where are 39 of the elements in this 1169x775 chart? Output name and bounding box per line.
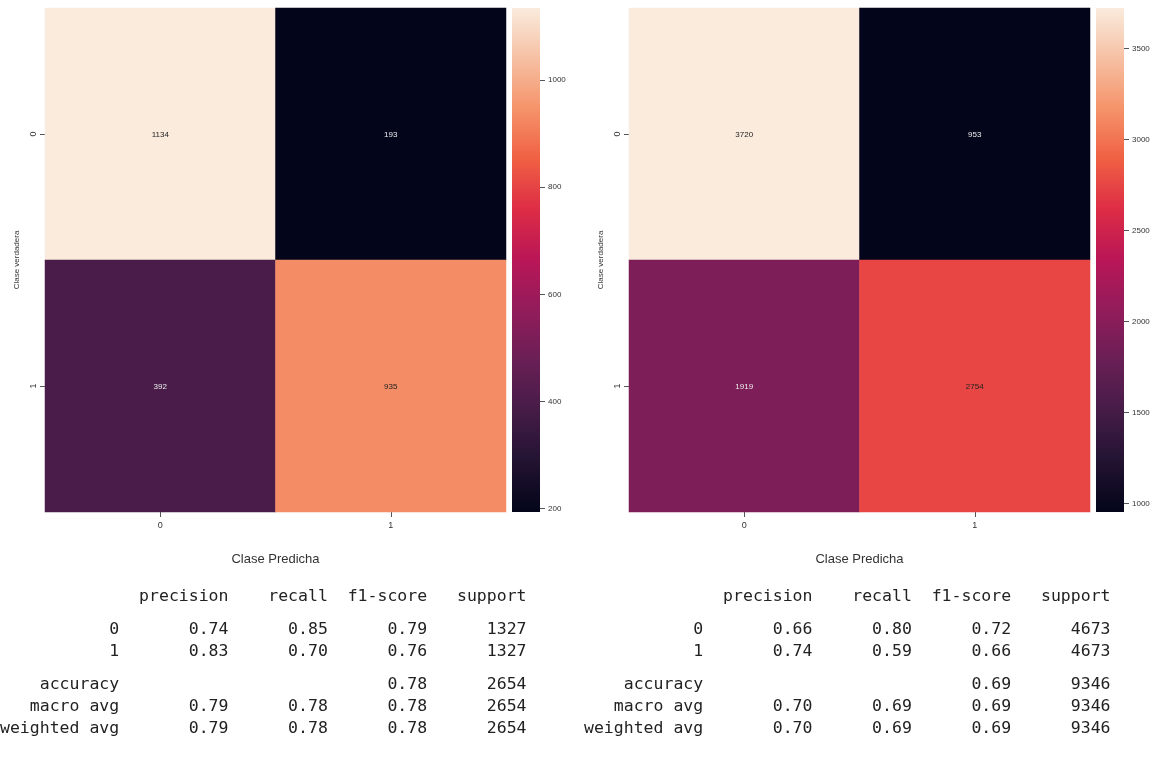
color-bar-label: 200 <box>548 503 562 513</box>
color-bar-label: 1000 <box>548 75 567 85</box>
text: macro avg 0.79 0.78 0.78 2654 <box>28 695 528 717</box>
text: 1 0.74 0.59 0.66 4673 <box>692 640 1112 662</box>
text: 0 0.66 0.80 0.72 4673 <box>692 618 1112 640</box>
text: weighted avg 0.79 0.78 0.78 2654 <box>0 717 528 739</box>
data-label: 1134 <box>151 129 170 139</box>
color-bar-label: 3500 <box>1132 43 1151 53</box>
x-tick-label: 0 <box>741 519 747 530</box>
text: precision recall f1-score support <box>138 585 528 607</box>
x-tick-label: 1 <box>972 519 978 530</box>
text: precision recall f1-score support <box>722 585 1112 607</box>
data-label: 1919 <box>735 381 754 391</box>
x-axis-title: Clase Predicha <box>231 551 321 566</box>
y-axis-title: Clase verdadera <box>11 230 21 290</box>
data-label: 392 <box>153 381 168 391</box>
x-tick-label: 1 <box>388 519 394 530</box>
color-bar-label: 1000 <box>1132 498 1151 508</box>
text: 1 0.83 0.70 0.76 1327 <box>108 640 528 662</box>
x-axis-title: Clase Predicha <box>815 551 905 566</box>
color-bar-label: 1500 <box>1132 407 1151 417</box>
data-label: 2754 <box>965 381 985 391</box>
color-bar-label: 800 <box>548 182 562 192</box>
color-bar-label: 400 <box>548 396 562 406</box>
data-label: 193 <box>384 129 398 139</box>
x-tick-label: 0 <box>157 519 163 530</box>
data-label: 3720 <box>735 129 754 139</box>
text: accuracy 0.78 2654 <box>38 673 528 695</box>
data-label: 935 <box>384 381 398 391</box>
color-bar-label: 2500 <box>1132 225 1151 235</box>
data-label: 953 <box>968 129 982 139</box>
text: macro avg 0.70 0.69 0.69 9346 <box>612 695 1112 717</box>
text: 0 0.74 0.85 0.79 1327 <box>108 618 528 640</box>
color-bar-label: 600 <box>548 289 562 299</box>
y-axis-title: Clase verdadera <box>595 230 605 290</box>
color-bar-label: 2000 <box>1132 316 1151 326</box>
text: accuracy 0.69 9346 <box>622 673 1112 695</box>
color-bar-label: 3000 <box>1132 134 1151 144</box>
text: weighted avg 0.70 0.69 0.69 9346 <box>584 717 1112 739</box>
